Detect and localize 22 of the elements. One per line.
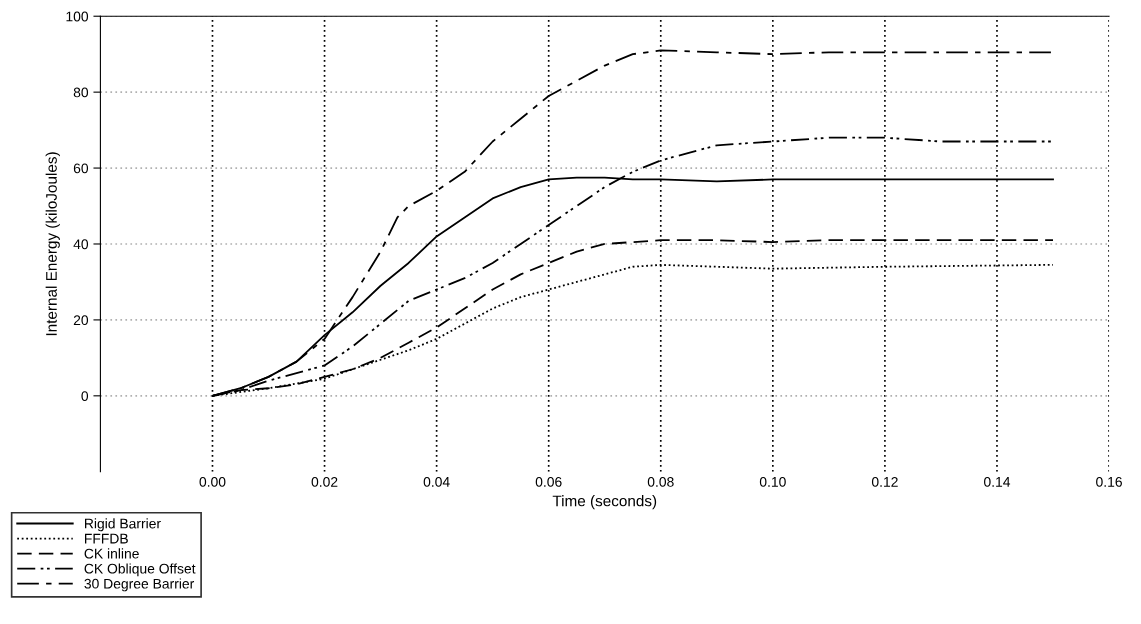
y-tick-label: 20 bbox=[73, 315, 89, 326]
y-axis-title: Internal Energy (kiloJoules) bbox=[45, 152, 60, 336]
x-tick-label: 0.10 bbox=[759, 476, 786, 487]
y-tick-label: 0 bbox=[81, 391, 89, 401]
x-tick-label: 0.02 bbox=[311, 476, 338, 487]
y-tick-label: 80 bbox=[73, 87, 89, 98]
legend-label: CK inline bbox=[84, 548, 139, 559]
legend-label: 30 Degree Barrier bbox=[84, 578, 195, 592]
legend-label: Rigid Barrier bbox=[85, 518, 161, 532]
x-tick-label: 0.14 bbox=[984, 476, 1011, 487]
x-axis-title: Time (seconds) bbox=[552, 495, 657, 510]
legend-label: FFFDB bbox=[85, 533, 128, 544]
legend-label: CK Oblique Offset bbox=[84, 563, 196, 577]
x-tick-label: 0.08 bbox=[647, 476, 674, 487]
y-tick-label: 100 bbox=[66, 11, 89, 22]
x-tick-label: 0.00 bbox=[199, 476, 226, 487]
y-tick-label: 40 bbox=[73, 239, 89, 250]
x-tick-label: 0.12 bbox=[871, 476, 898, 487]
x-tick-label: 0.16 bbox=[1096, 476, 1122, 487]
x-tick-label: 0.04 bbox=[423, 476, 450, 487]
x-tick-label: 0.06 bbox=[535, 476, 562, 487]
y-tick-label: 60 bbox=[73, 163, 89, 174]
